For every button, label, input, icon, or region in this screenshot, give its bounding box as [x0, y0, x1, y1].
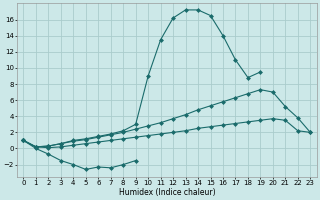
X-axis label: Humidex (Indice chaleur): Humidex (Indice chaleur) — [118, 188, 215, 197]
